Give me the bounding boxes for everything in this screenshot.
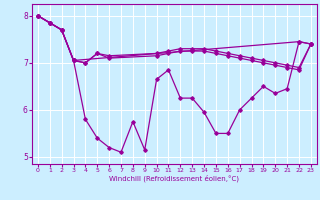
X-axis label: Windchill (Refroidissement éolien,°C): Windchill (Refroidissement éolien,°C) [109,175,239,182]
